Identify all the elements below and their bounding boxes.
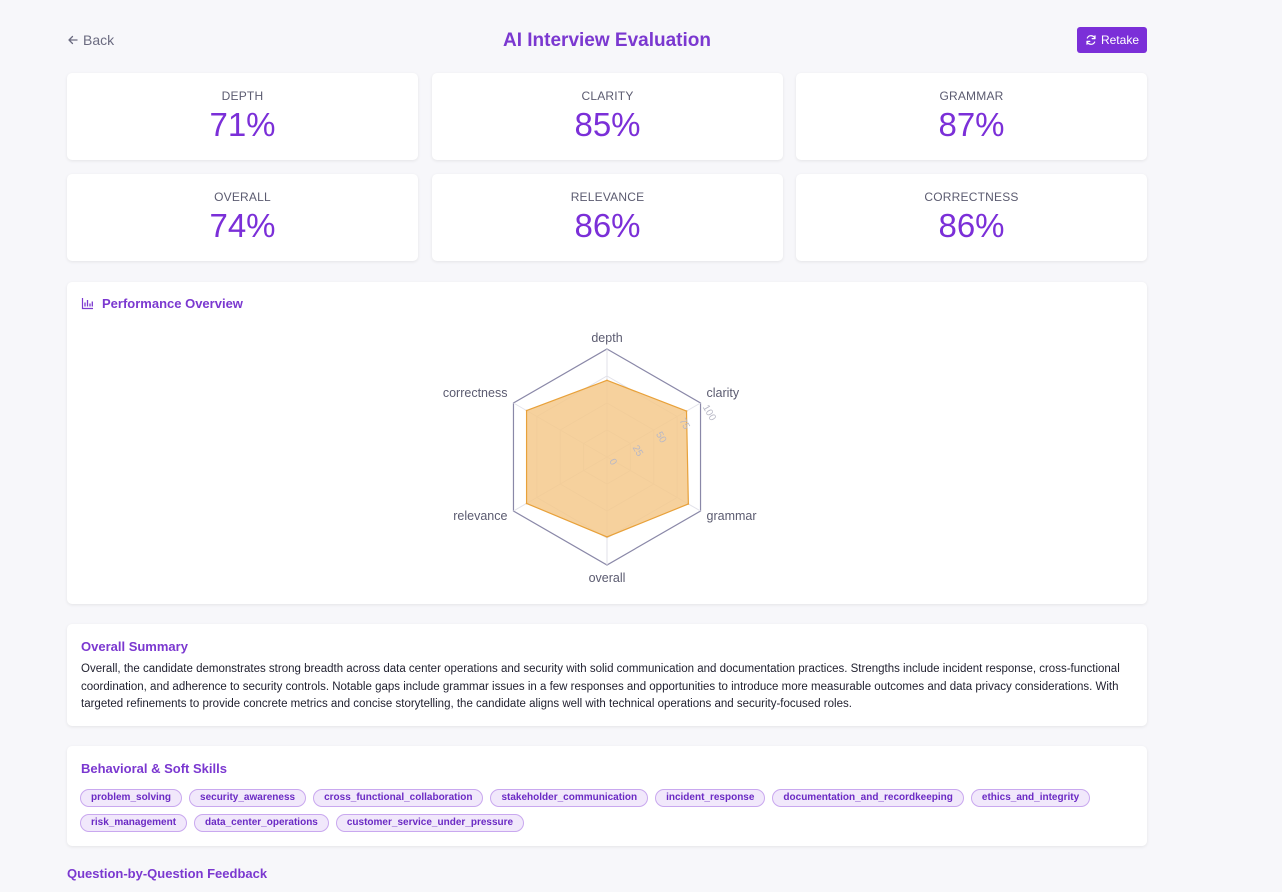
metric-value: 86% [938,207,1005,244]
skill-chip: cross_functional_collaboration [313,789,484,807]
skill-chip: stakeholder_communication [490,789,649,807]
radar-axis-label: relevance [453,509,507,523]
bar-chart-icon [81,298,93,310]
radar-data-point [687,503,690,505]
radar-data-point [525,502,528,505]
back-button[interactable]: Back [67,32,114,48]
radar-tick-label: 0 [606,457,619,468]
metric-label: RELEVANCE [570,190,645,204]
metric-value: 87% [938,106,1005,143]
metric-label: CORRECTNESS [924,190,1019,204]
skill-chip: incident_response [655,789,766,807]
radar-series-area [525,379,689,538]
metric-label: OVERALL [214,190,271,204]
arrow-left-icon [68,35,78,45]
radar-axis-label: depth [591,331,622,345]
radar-tick-label: 25 [630,444,645,460]
back-label: Back [83,32,115,48]
performance-overview-title: Performance Overview [102,296,243,311]
skill-chip: ethics_and_integrity [970,789,1091,807]
metric-card-grammar: GRAMMAR 87% [796,73,1147,160]
performance-overview-card: Performance Overview 0 25 50 75 100 depth clar… [67,282,1147,604]
metric-card-correctness: CORRECTNESS 86% [796,174,1147,261]
skill-chip-list: problem_solving security_awareness cross… [80,789,1133,832]
radar-data-point [525,409,528,412]
radar-axis-label: overall [589,571,626,585]
metric-card-relevance: RELEVANCE 86% [432,174,783,261]
metric-value: 74% [209,207,276,244]
soft-skills-title: Behavioral & Soft Skills [81,761,227,776]
skill-chip: security_awareness [189,789,307,807]
metric-value: 85% [574,106,641,143]
skill-chip: documentation_and_recordkeeping [772,789,964,807]
refresh-icon [1086,35,1096,45]
radar-chart: 0 25 50 75 100 depth clarity grammar overall rele… [443,331,757,585]
retake-label: Retake [1100,33,1139,47]
overall-summary-text: Overall, the candidate demonstrates stro… [81,663,1120,710]
metric-card-overall: OVERALL 74% [67,174,418,261]
metric-label: DEPTH [221,89,264,103]
radar-data-point [685,410,688,412]
retake-button[interactable]: Retake [1076,27,1147,53]
soft-skills-card: Behavioral & Soft Skills problem_solving… [67,746,1147,846]
radar-data-point [606,536,608,538]
radar-data-point [606,379,608,382]
metric-label: GRAMMAR [939,89,1004,103]
top-bar: Back AI Interview Evaluation Retake [67,27,1147,55]
overall-summary-title: Overall Summary [81,639,188,654]
skill-chip: customer_service_under_pressure [335,814,525,832]
radar-axis-label: clarity [707,386,740,400]
overall-summary-card: Overall Summary Overall, the candidate d… [67,624,1147,726]
metric-card-clarity: CLARITY 85% [432,73,783,160]
question-feedback-title: Question-by-Question Feedback [67,866,268,881]
page-title: AI Interview Evaluation [503,30,711,51]
radar-tick-label: 100 [700,403,718,423]
metric-value: 71% [209,106,276,143]
radar-axis-label: grammar [707,509,757,523]
skill-chip: data_center_operations [194,814,329,832]
skill-chip: problem_solving [80,789,183,807]
skill-chip: risk_management [80,814,188,832]
radar-axis-label: correctness [443,386,508,400]
performance-overview-header: Performance Overview [81,296,243,311]
metric-value: 86% [574,207,641,244]
radar-tick-label: 75 [677,417,692,433]
radar-tick-label: 50 [653,430,668,446]
metric-label: CLARITY [581,89,634,103]
metric-card-depth: DEPTH 71% [67,73,418,160]
